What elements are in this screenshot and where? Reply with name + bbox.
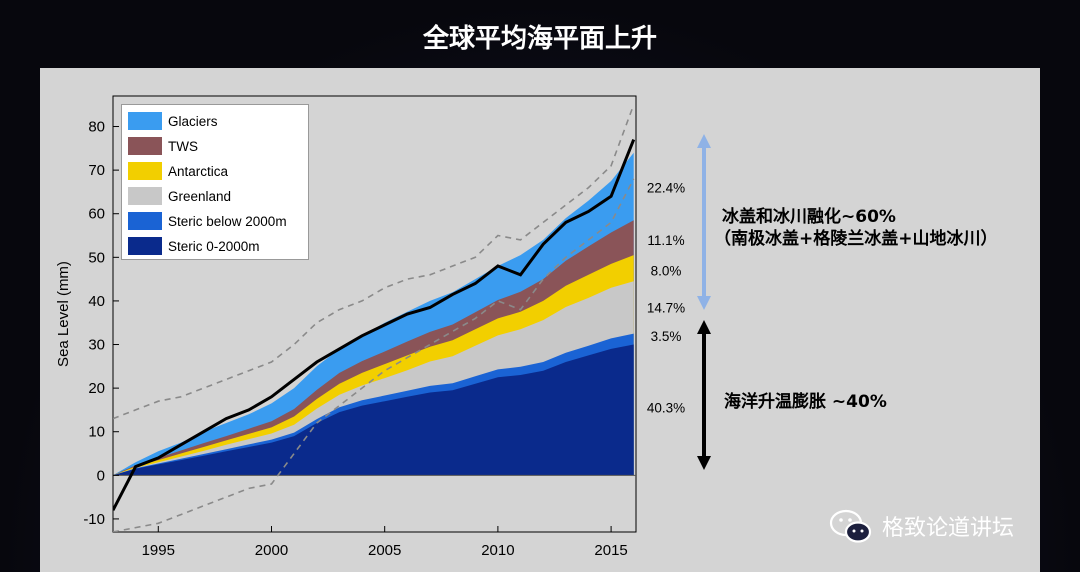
y-tick-label: 40 xyxy=(88,293,105,310)
watermark-text: 格致论道讲坛 xyxy=(882,516,1015,541)
y-tick-label: 0 xyxy=(97,467,105,484)
percent-label: 11.1% xyxy=(647,233,684,248)
legend-label-antarctica: Antarctica xyxy=(168,163,229,179)
legend-item-steric-upper: Steric 0-2000m xyxy=(128,235,260,257)
ocean-annotation: 海洋升温膨胀 ~40% xyxy=(724,392,887,412)
observed-gmsl-line xyxy=(113,139,636,511)
x-tick-label: 1995 xyxy=(142,542,175,559)
y-tick-label: -10 xyxy=(83,511,105,528)
legend-label-steric-upper: Steric 0-2000m xyxy=(168,238,260,254)
legend-item-glaciers: Glaciers xyxy=(128,110,218,132)
wechat-icon xyxy=(829,509,872,543)
legend-label-steric-below: Steric below 2000m xyxy=(168,213,287,229)
x-tick-label: 2005 xyxy=(368,542,401,559)
ice-annotation-line1: 冰盖和冰川融化~60% xyxy=(722,207,896,227)
y-tick-label: 70 xyxy=(88,162,105,179)
legend-item-tws: TWS xyxy=(128,135,198,157)
slide-title: 全球平均海平面上升 xyxy=(422,24,657,54)
legend-swatch-steric-below xyxy=(128,212,162,230)
y-tick-label: 30 xyxy=(88,337,105,354)
uncertainty-upper-line xyxy=(113,104,635,420)
y-tick-label: 60 xyxy=(88,206,105,223)
x-tick-label: 2010 xyxy=(481,542,514,559)
percent-label: 40.3% xyxy=(647,401,685,416)
legend-label-tws: TWS xyxy=(168,138,198,154)
chart-legend: Glaciers TWS Antarctica Greenland Steric… xyxy=(121,104,309,260)
legend-label-glaciers: Glaciers xyxy=(168,113,218,129)
y-tick-label: 50 xyxy=(88,249,105,266)
x-tick-label: 2015 xyxy=(594,542,627,559)
legend-swatch-glaciers xyxy=(128,112,162,130)
uncertainty-lower-line xyxy=(113,178,635,532)
legend-swatch-antarctica xyxy=(128,162,162,180)
legend-swatch-tws xyxy=(128,137,162,155)
percent-label: 3.5% xyxy=(651,329,682,344)
legend-item-steric-below: Steric below 2000m xyxy=(128,210,287,232)
watermark: 格致论道讲坛 xyxy=(828,506,1014,546)
legend-label-greenland: Greenland xyxy=(168,188,232,204)
percent-label: 8.0% xyxy=(651,263,682,278)
y-axis-label: Sea Level (mm) xyxy=(55,261,72,367)
ice-annotation-line2: （南极冰盖+格陵兰冰盖+山地冰川） xyxy=(714,229,998,249)
legend-swatch-greenland xyxy=(128,187,162,205)
area-steric-0-2000m xyxy=(113,344,634,476)
y-tick-label: 20 xyxy=(88,380,105,397)
ice-arrow xyxy=(697,134,711,310)
percent-label: 14.7% xyxy=(647,300,685,315)
legend-item-greenland: Greenland xyxy=(128,185,231,207)
ocean-arrow xyxy=(697,320,711,470)
y-tick-label: 10 xyxy=(88,424,105,441)
x-tick-label: 2000 xyxy=(255,542,288,559)
legend-item-antarctica: Antarctica xyxy=(128,160,228,182)
legend-swatch-steric-upper xyxy=(128,237,162,255)
y-tick-label: 80 xyxy=(88,119,105,136)
percent-label: 22.4% xyxy=(647,181,685,196)
